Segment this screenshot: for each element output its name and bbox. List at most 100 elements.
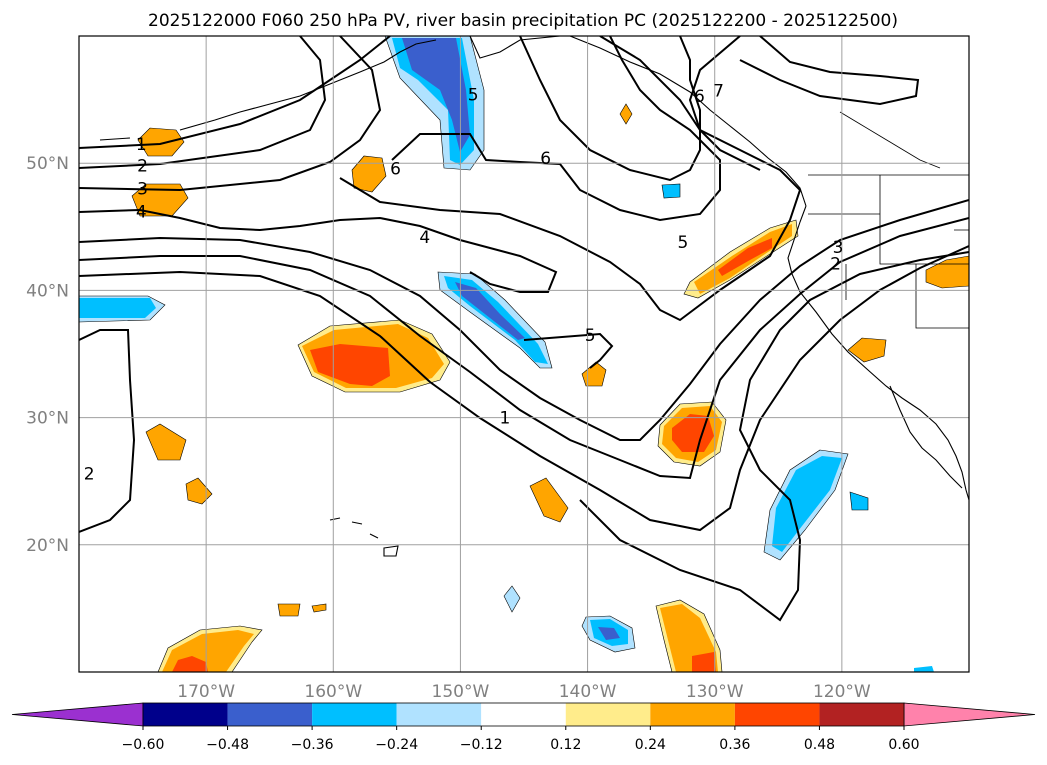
colorbar-bin xyxy=(481,703,566,726)
contour-label: 2 xyxy=(137,157,148,177)
pv-contour-4-west xyxy=(79,208,558,293)
blue-small-1 xyxy=(661,183,681,199)
pv-contour-gulf-alaska xyxy=(391,36,721,222)
negative-pc-regions xyxy=(79,36,934,672)
blue-region-western-edge-core xyxy=(79,298,156,318)
contour-label: 6 xyxy=(694,87,705,107)
colorbar-bin xyxy=(565,703,651,726)
pv-contour-3 xyxy=(79,36,382,192)
colorbar-bin xyxy=(312,703,397,726)
contour-label: 6 xyxy=(390,159,401,179)
colorbar-tick-label: −0.48 xyxy=(206,737,249,753)
contour-label: 5 xyxy=(468,86,479,106)
precip-shading xyxy=(79,36,969,672)
lon-label: 160°W xyxy=(304,682,362,702)
lon-label: 130°W xyxy=(686,682,744,702)
colorbar-tick-label: 0.36 xyxy=(719,737,750,753)
blue-region-subtropical-east-core xyxy=(772,456,842,552)
warm-blob-8 xyxy=(847,337,887,363)
hawaii-islands xyxy=(329,517,399,557)
colorbar-tick-label: −0.24 xyxy=(375,737,418,753)
warm-blob-12 xyxy=(619,103,633,125)
warm-region-offshore-red xyxy=(718,238,772,276)
warm-blob-11 xyxy=(311,603,327,613)
pv-contour-ring-b xyxy=(79,217,969,480)
state-borders xyxy=(808,175,969,329)
map-title: 2025122000 F060 250 hPa PV, river basin … xyxy=(148,11,898,31)
colorbar-tick-label: 0.12 xyxy=(550,737,581,753)
contour-label: 1 xyxy=(500,409,511,429)
pv-contour-5-cutoff xyxy=(523,332,614,369)
blue-small-4 xyxy=(914,666,934,672)
colorbar-bin xyxy=(227,703,313,726)
colorbar-tick-label: 0.48 xyxy=(804,737,835,753)
colorbar-frame xyxy=(142,702,905,727)
blue-small-3 xyxy=(503,585,521,613)
contour-label: 2 xyxy=(830,255,841,275)
aleutian-islands xyxy=(99,39,437,141)
colorbar: −0.60 −0.48 −0.36 −0.24 −0.12 0.12 0.24 0.36 0.4… xyxy=(11,702,1036,753)
pv-contour-south xyxy=(79,329,136,533)
lon-label: 150°W xyxy=(432,682,490,702)
warm-blob-2 xyxy=(131,183,189,217)
longitude-labels: 170°W 160°W 150°W 140°W 130°W 120°W xyxy=(177,682,871,702)
lat-label: 20°N xyxy=(26,536,69,556)
contour-label: 3 xyxy=(833,238,844,258)
lon-label: 120°W xyxy=(813,682,871,702)
warm-blob-10 xyxy=(277,603,301,617)
lat-label: 50°N xyxy=(26,154,69,174)
positive-pc-regions xyxy=(131,103,969,672)
contour-label: 4 xyxy=(419,228,430,248)
colorbar-tick-label: −0.60 xyxy=(122,737,165,753)
colorbar-under-arrow xyxy=(11,702,144,727)
contour-label: 5 xyxy=(678,233,689,253)
warm-region-subtropical-red xyxy=(672,414,714,452)
us-west-coast xyxy=(787,205,969,501)
graticule xyxy=(79,36,969,672)
warm-region-south-red xyxy=(692,652,716,672)
coastlines xyxy=(99,36,969,557)
map-background xyxy=(79,36,969,672)
pv-contour-ring-c xyxy=(79,245,969,532)
blue-small-2 xyxy=(849,491,869,511)
contour-label: 3 xyxy=(137,180,148,200)
lon-label: 170°W xyxy=(177,682,235,702)
colorbar-tick-label: 0.24 xyxy=(635,737,666,753)
blue-band-central-pacific-inner xyxy=(455,282,525,340)
contour-label: 1 xyxy=(136,135,147,155)
warm-blob-6 xyxy=(529,477,569,523)
lat-label: 40°N xyxy=(26,281,69,301)
pv-contour-alaska-ridge xyxy=(519,36,701,182)
warm-blob-4 xyxy=(145,423,187,461)
pv-contour-6-east xyxy=(599,36,761,171)
contour-label: 7 xyxy=(713,82,724,102)
baja-coast xyxy=(889,385,963,489)
pv-contour-2 xyxy=(79,36,327,169)
contour-label: 5 xyxy=(585,326,596,346)
colorbar-tick-label: −0.12 xyxy=(460,737,503,753)
warm-blob-3 xyxy=(351,155,387,193)
pv-contour-1 xyxy=(79,36,391,149)
canada-alaska-border xyxy=(839,111,941,169)
colorbar-tick-label: 0.60 xyxy=(888,737,919,753)
colorbar-tick-label: −0.36 xyxy=(291,737,334,753)
lat-label: 30°N xyxy=(26,409,69,429)
alaska-coast xyxy=(469,36,807,207)
warm-region-southwest-red xyxy=(172,656,208,672)
blue-blob-south-inner xyxy=(598,627,620,640)
contour-label: 4 xyxy=(136,203,147,223)
colorbar-bin xyxy=(650,703,735,726)
warm-region-central-red xyxy=(310,344,390,386)
blue-region-gulf-alaska-inner xyxy=(402,38,470,152)
latitude-labels: 20°N 30°N 40°N 50°N xyxy=(26,154,69,556)
contour-label: 2 xyxy=(84,465,95,485)
warm-blob-1 xyxy=(137,127,185,157)
colorbar-bin xyxy=(143,703,228,726)
pv-contour-subtropical-outer xyxy=(579,251,969,622)
colorbar-bin xyxy=(819,703,904,726)
colorbar-bin xyxy=(396,703,482,726)
warm-blob-5 xyxy=(185,477,213,505)
